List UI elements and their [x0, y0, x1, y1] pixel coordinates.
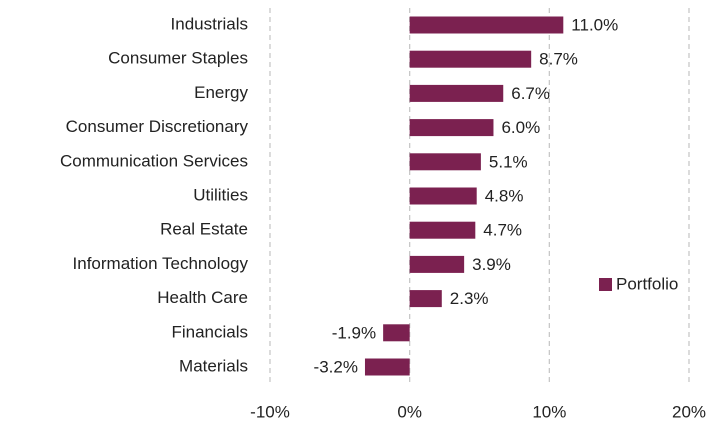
bar — [409, 221, 476, 239]
data-label: 6.0% — [501, 118, 540, 137]
y-tick-label: Health Care — [157, 288, 248, 307]
bar — [409, 50, 532, 68]
y-tick-label: Information Technology — [73, 254, 249, 273]
bar — [383, 324, 410, 342]
bar — [409, 290, 442, 308]
x-tick-label: 10% — [532, 402, 566, 421]
data-label: -1.9% — [332, 323, 376, 342]
data-label: 4.7% — [483, 221, 522, 240]
y-tick-label: Consumer Discretionary — [66, 117, 249, 136]
data-label: 4.8% — [485, 186, 524, 205]
bar — [409, 84, 504, 102]
bar — [409, 119, 494, 137]
bar — [409, 153, 481, 171]
data-label: 3.9% — [472, 255, 511, 274]
y-tick-label: Utilities — [193, 185, 248, 204]
y-tick-label: Communication Services — [60, 151, 248, 170]
legend-swatch — [599, 278, 612, 291]
data-label: 6.7% — [511, 84, 550, 103]
data-label: 5.1% — [489, 152, 528, 171]
data-label: 11.0% — [571, 15, 618, 34]
bar — [364, 358, 410, 376]
data-label: 2.3% — [450, 289, 489, 308]
y-tick-label: Materials — [179, 356, 248, 375]
bar — [409, 16, 564, 34]
y-tick-label: Financials — [171, 322, 248, 341]
bar — [409, 255, 465, 273]
x-tick-label: 20% — [672, 402, 706, 421]
bar — [409, 187, 477, 205]
y-tick-label: Industrials — [171, 14, 248, 33]
legend-label: Portfolio — [616, 274, 678, 293]
data-label: -3.2% — [314, 357, 358, 376]
data-label: 8.7% — [539, 50, 578, 69]
y-tick-label: Consumer Staples — [108, 49, 248, 68]
y-tick-label: Energy — [194, 83, 248, 102]
y-tick-label: Real Estate — [160, 220, 248, 239]
x-tick-label: 0% — [397, 402, 422, 421]
x-tick-label: -10% — [250, 402, 290, 421]
